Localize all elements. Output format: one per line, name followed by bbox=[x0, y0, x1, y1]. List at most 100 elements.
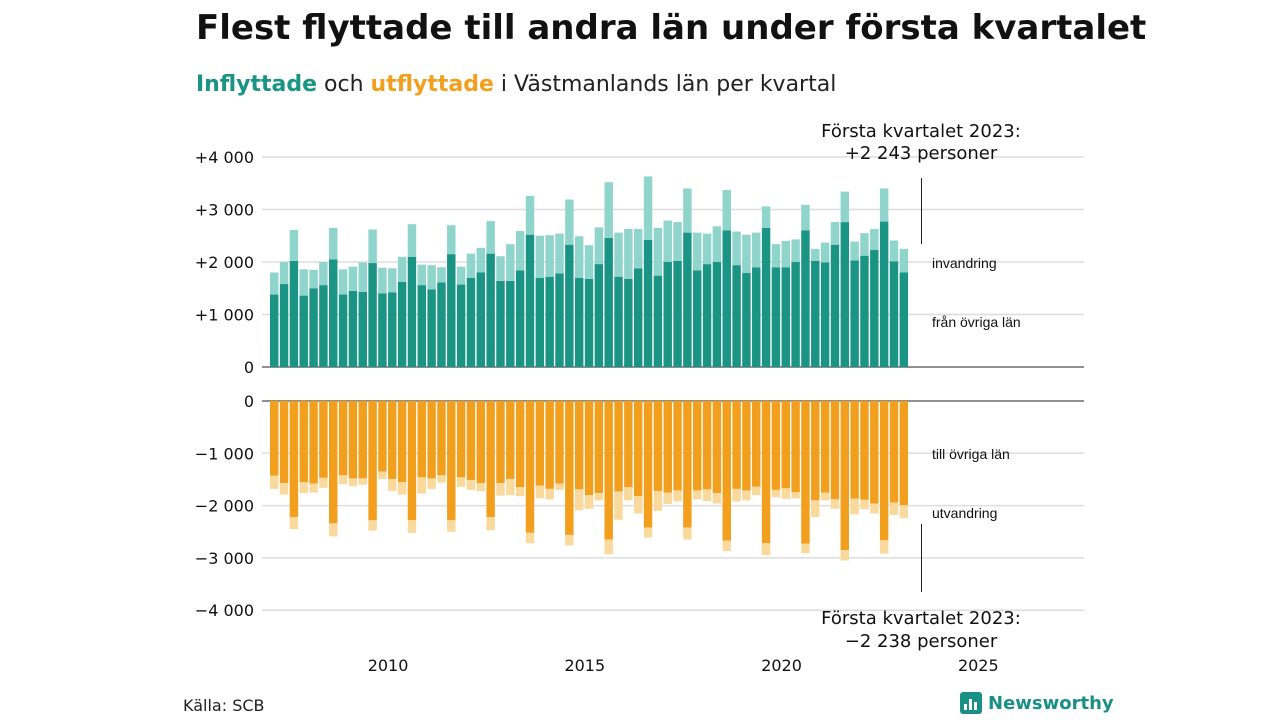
subtitle-rest: i Västmanlands län per kvartal bbox=[500, 72, 837, 97]
bar-invandring bbox=[338, 269, 348, 295]
bar-invandring bbox=[889, 240, 899, 262]
bar-utvandring bbox=[899, 505, 909, 519]
bar-invandring bbox=[899, 248, 909, 273]
bar-till-ovriga-lan bbox=[633, 401, 643, 497]
bar-till-ovriga-lan bbox=[535, 401, 545, 486]
bar-till-ovriga-lan bbox=[279, 401, 289, 484]
grid-lines bbox=[262, 156, 1084, 611]
bar-utvandring bbox=[761, 543, 771, 556]
bar-till-ovriga-lan bbox=[604, 401, 613, 540]
bar-invandring bbox=[683, 188, 692, 233]
bar-fran-ovriga-lan bbox=[840, 222, 850, 367]
label-till-ovriga-lan: till övriga län bbox=[932, 446, 1010, 462]
bar-invandring bbox=[771, 244, 781, 268]
bar-invandring bbox=[299, 269, 308, 296]
bar-till-ovriga-lan bbox=[742, 401, 751, 491]
bar-invandring bbox=[830, 222, 840, 245]
bar-till-ovriga-lan bbox=[496, 401, 505, 484]
x-tick-label: 2020 bbox=[761, 656, 802, 675]
bar-utvandring bbox=[506, 478, 515, 496]
bar-invandring bbox=[319, 262, 328, 286]
bar-fran-ovriga-lan bbox=[279, 284, 289, 367]
bar-fran-ovriga-lan bbox=[525, 234, 535, 367]
x-tick-label: 2015 bbox=[564, 656, 605, 675]
bar-fran-ovriga-lan bbox=[329, 259, 338, 367]
bar-invandring bbox=[545, 235, 554, 277]
bar-fran-ovriga-lan bbox=[506, 280, 515, 367]
bar-fran-ovriga-lan bbox=[870, 249, 879, 367]
bar-utvandring bbox=[447, 520, 456, 532]
bar-fran-ovriga-lan bbox=[496, 280, 505, 367]
bar-invandring bbox=[368, 229, 377, 264]
chart-subtitle: Inflyttade och utflyttade i Västmanlands… bbox=[196, 72, 836, 97]
y-tick-label-top: +1 000 bbox=[195, 306, 254, 325]
bar-till-ovriga-lan bbox=[653, 401, 663, 491]
bar-till-ovriga-lan bbox=[840, 401, 850, 551]
bar-fran-ovriga-lan bbox=[761, 227, 771, 367]
bar-utvandring bbox=[693, 490, 702, 500]
bar-till-ovriga-lan bbox=[270, 401, 279, 476]
bar-fran-ovriga-lan bbox=[535, 277, 545, 367]
bar-invandring bbox=[722, 190, 731, 231]
bar-fran-ovriga-lan bbox=[299, 295, 308, 367]
bar-utvandring bbox=[633, 496, 643, 514]
bar-utvandring bbox=[643, 527, 653, 538]
bar-fran-ovriga-lan bbox=[368, 263, 377, 367]
bar-fran-ovriga-lan bbox=[693, 270, 702, 367]
bar-fran-ovriga-lan bbox=[899, 272, 909, 367]
bar-till-ovriga-lan bbox=[388, 401, 397, 479]
bar-utvandring bbox=[820, 492, 830, 501]
bar-utvandring bbox=[358, 478, 367, 485]
bar-fran-ovriga-lan bbox=[407, 256, 417, 367]
bar-invandring bbox=[860, 233, 869, 256]
y-tick-label-bottom: −1 000 bbox=[195, 444, 254, 463]
bar-utvandring bbox=[397, 482, 407, 495]
bar-till-ovriga-lan bbox=[683, 401, 692, 528]
subtitle-utflyttade: utflyttade bbox=[370, 72, 494, 97]
bar-fran-ovriga-lan bbox=[574, 277, 584, 367]
bar-fran-ovriga-lan bbox=[427, 289, 436, 367]
bar-fran-ovriga-lan bbox=[456, 284, 466, 367]
bar-invandring bbox=[437, 267, 446, 283]
bar-till-ovriga-lan bbox=[879, 401, 889, 541]
bars-group bbox=[270, 176, 909, 561]
bar-till-ovriga-lan bbox=[407, 401, 417, 521]
bar-fran-ovriga-lan bbox=[752, 267, 761, 367]
bar-invandring bbox=[496, 256, 505, 281]
bar-invandring bbox=[555, 233, 564, 274]
bar-invandring bbox=[673, 222, 682, 261]
bar-invandring bbox=[663, 220, 672, 262]
bar-invandring bbox=[466, 253, 476, 278]
y-tick-label-top: +4 000 bbox=[195, 148, 254, 167]
bar-fran-ovriga-lan bbox=[358, 291, 367, 367]
bar-fran-ovriga-lan bbox=[732, 265, 741, 367]
bar-till-ovriga-lan bbox=[574, 401, 584, 490]
bar-fran-ovriga-lan bbox=[594, 264, 604, 367]
bar-invandring bbox=[447, 225, 456, 255]
bar-fran-ovriga-lan bbox=[781, 267, 790, 367]
bar-fran-ovriga-lan bbox=[466, 277, 476, 367]
bar-invandring bbox=[624, 228, 633, 279]
bar-fran-ovriga-lan bbox=[633, 268, 643, 367]
bar-till-ovriga-lan bbox=[899, 401, 909, 506]
bar-till-ovriga-lan bbox=[752, 401, 761, 487]
label-invandring: invandring bbox=[932, 255, 997, 271]
bar-fran-ovriga-lan bbox=[545, 276, 554, 367]
bar-invandring bbox=[289, 229, 299, 261]
bar-utvandring bbox=[299, 482, 308, 494]
bar-utvandring bbox=[594, 493, 604, 501]
bar-utvandring bbox=[535, 485, 545, 499]
bar-utvandring bbox=[879, 540, 889, 554]
bar-invandring bbox=[693, 232, 702, 271]
bar-till-ovriga-lan bbox=[594, 401, 604, 494]
brand-logo[interactable]: Newsworthy bbox=[960, 692, 1114, 714]
bar-till-ovriga-lan bbox=[643, 401, 653, 528]
bar-utvandring bbox=[791, 492, 800, 499]
bar-utvandring bbox=[653, 490, 663, 511]
bar-till-ovriga-lan bbox=[348, 401, 358, 479]
bar-fran-ovriga-lan bbox=[604, 237, 613, 367]
bar-invandring bbox=[653, 227, 663, 276]
bar-invandring bbox=[427, 265, 436, 290]
bar-fran-ovriga-lan bbox=[850, 260, 859, 367]
bar-fran-ovriga-lan bbox=[614, 276, 623, 367]
